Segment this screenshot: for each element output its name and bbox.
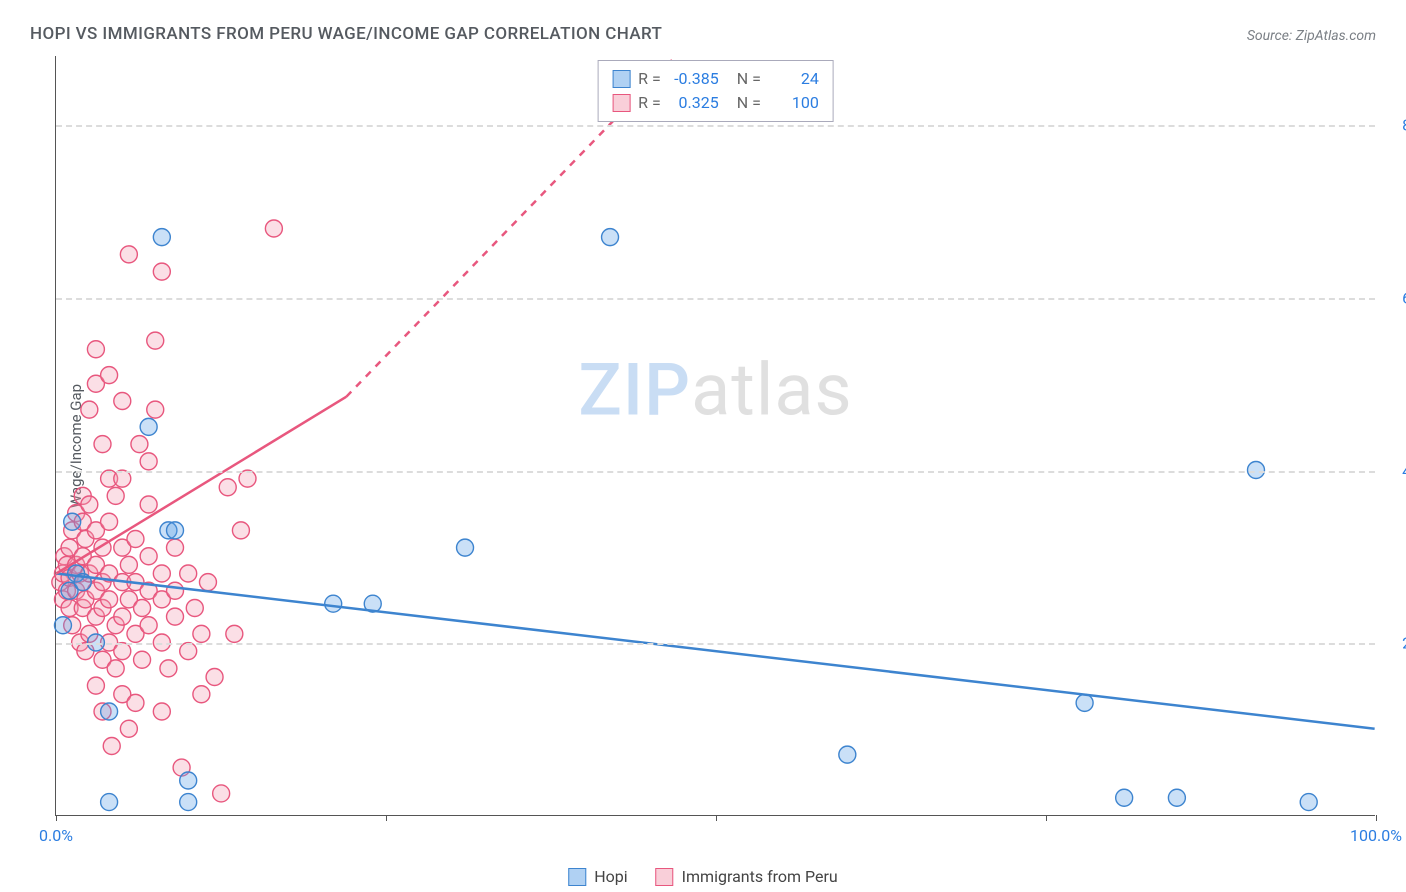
x-tick (1376, 815, 1377, 821)
x-tick (386, 815, 387, 821)
stats-row-peru: R = 0.325 N = 100 (612, 91, 819, 115)
stat-r-label: R = (638, 67, 661, 91)
x-tick (716, 815, 717, 821)
stat-n-hopi: 24 (771, 67, 819, 91)
chart-title: HOPI VS IMMIGRANTS FROM PERU WAGE/INCOME… (30, 24, 662, 44)
legend-label-peru: Immigrants from Peru (682, 867, 838, 886)
x-tick (1046, 815, 1047, 821)
y-tick-label: 20.0% (1402, 634, 1406, 653)
stat-n-peru: 100 (771, 91, 819, 115)
stat-n-label-2: N = (737, 91, 761, 115)
stats-box: R = -0.385 N = 24 R = 0.325 N = 100 (597, 60, 834, 122)
legend-swatch-peru-icon (656, 868, 674, 886)
chart-svg (56, 56, 1375, 815)
legend-label-hopi: Hopi (594, 867, 627, 886)
gridline (56, 471, 1375, 473)
stat-r-label-2: R = (638, 91, 661, 115)
x-axis-label: 0.0% (39, 826, 73, 845)
legend-item-hopi: Hopi (568, 867, 627, 886)
x-tick (56, 815, 57, 821)
gridline (56, 298, 1375, 300)
x-axis-label: 100.0% (1350, 826, 1402, 845)
y-tick-label: 80.0% (1402, 116, 1406, 135)
plot-area: ZIPatlas R = -0.385 N = 24 R = 0.325 N =… (55, 56, 1375, 816)
stat-r-hopi: -0.385 (671, 67, 719, 91)
stat-r-peru: 0.325 (671, 91, 719, 115)
source-label: Source: ZipAtlas.com (1247, 28, 1376, 44)
y-tick-label: 40.0% (1402, 461, 1406, 480)
swatch-peru-icon (612, 94, 630, 112)
swatch-hopi-icon (612, 70, 630, 88)
legend-swatch-hopi-icon (568, 868, 586, 886)
gridline (56, 125, 1375, 127)
legend: Hopi Immigrants from Peru (568, 867, 838, 886)
y-tick-label: 60.0% (1402, 288, 1406, 307)
gridline (56, 643, 1375, 645)
stats-row-hopi: R = -0.385 N = 24 (612, 67, 819, 91)
stat-n-label: N = (737, 67, 761, 91)
legend-item-peru: Immigrants from Peru (656, 867, 838, 886)
